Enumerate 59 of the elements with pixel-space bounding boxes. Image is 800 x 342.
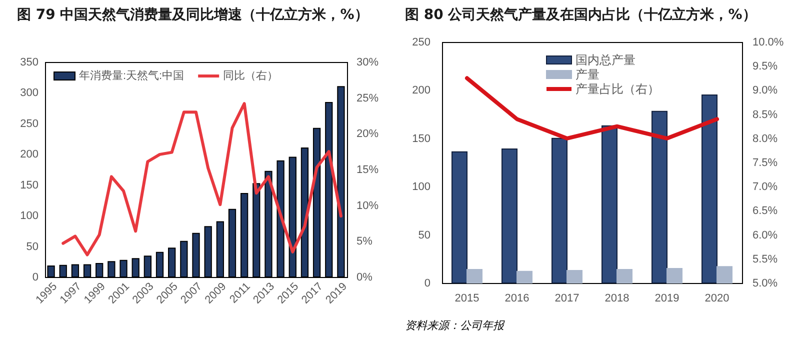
y-tick-label: 350 bbox=[20, 56, 38, 68]
y2-tick-label: 7.5% bbox=[752, 157, 778, 169]
y2-tick-label: 25% bbox=[356, 92, 379, 104]
y-tick-label: 100 bbox=[412, 181, 430, 194]
x-tick-label: 2019 bbox=[654, 292, 680, 304]
bar bbox=[602, 125, 618, 284]
y-tick-label: 50 bbox=[418, 229, 430, 242]
y2-tick-label: 15% bbox=[356, 164, 379, 176]
line-series bbox=[62, 102, 342, 256]
bar bbox=[452, 151, 468, 284]
bar bbox=[616, 269, 632, 284]
y-tick-label: 0 bbox=[424, 278, 430, 290]
x-tick-label: 2015 bbox=[454, 292, 480, 304]
legend-label: 产量 bbox=[576, 68, 600, 82]
y2-tick-label: 9.5% bbox=[752, 60, 778, 73]
bar bbox=[702, 94, 718, 284]
y-tick-label: 150 bbox=[20, 179, 38, 192]
y2-tick-label: 9.0% bbox=[752, 84, 778, 97]
y-tick-label: 100 bbox=[20, 210, 38, 222]
y-tick-label: 0 bbox=[32, 272, 38, 284]
y-tick-label: 300 bbox=[20, 87, 38, 100]
y-tick-label: 50 bbox=[26, 240, 38, 253]
bar bbox=[666, 268, 682, 284]
y2-tick-label: 30% bbox=[356, 56, 379, 68]
y2-tick-label: 6.5% bbox=[752, 205, 778, 218]
y-tick-label: 150 bbox=[412, 132, 430, 145]
legend-label: 年消费量:天然气:中国 bbox=[79, 69, 184, 82]
bar bbox=[466, 269, 482, 284]
bar bbox=[516, 270, 532, 284]
chart-title: 图 79 中国天然气消费量及同比增速（十亿立方米，%） bbox=[17, 6, 368, 23]
text: 资料来源：公司年报 bbox=[405, 319, 505, 332]
y2-tick-label: 5% bbox=[356, 236, 373, 248]
legend-label: 同比（右） bbox=[223, 69, 278, 82]
y2-tick-label: 5.5% bbox=[752, 253, 778, 266]
y2-tick-label: 7.0% bbox=[752, 181, 778, 194]
bar bbox=[652, 110, 668, 284]
y-tick-label: 250 bbox=[412, 36, 430, 48]
x-tick-label: 2020 bbox=[704, 292, 730, 304]
x-tick-label: 2016 bbox=[504, 292, 530, 304]
legend-label: 国内总产量 bbox=[576, 53, 636, 67]
y-tick-label: 250 bbox=[20, 118, 38, 130]
y-tick-label: 200 bbox=[412, 84, 430, 97]
bar bbox=[716, 266, 732, 284]
y2-tick-label: 20% bbox=[356, 128, 379, 140]
y2-tick-label: 6.0% bbox=[752, 229, 778, 242]
y2-tick-label: 0% bbox=[356, 272, 373, 284]
y2-tick-label: 10% bbox=[356, 200, 379, 212]
y-tick-label: 200 bbox=[20, 148, 38, 161]
bar bbox=[502, 148, 518, 284]
bar bbox=[566, 270, 582, 284]
y2-tick-label: 8.5% bbox=[752, 108, 778, 121]
y2-tick-label: 5.0% bbox=[752, 278, 778, 290]
y2-tick-label: 8.0% bbox=[752, 132, 778, 145]
bar bbox=[552, 138, 568, 284]
x-tick-label: 2017 bbox=[554, 292, 580, 304]
legend-label: 产量占比（右） bbox=[576, 82, 660, 96]
x-tick-label: 2018 bbox=[604, 292, 630, 304]
y2-tick-label: 10.0% bbox=[752, 36, 784, 48]
chart-title: 图 80 公司天然气产量及在国内占比（十亿立方米，%） bbox=[405, 6, 756, 23]
